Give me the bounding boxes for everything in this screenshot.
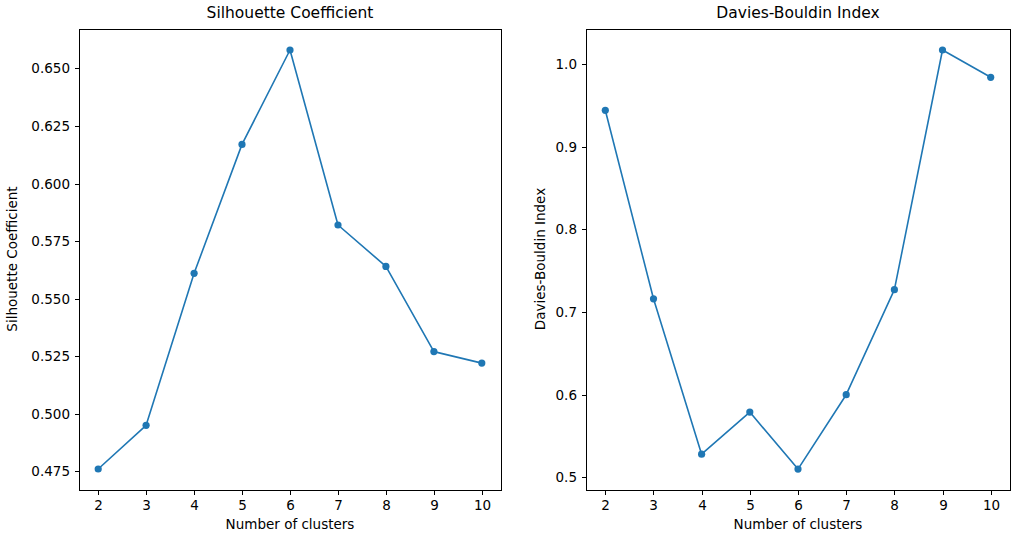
data-line — [605, 50, 990, 469]
y-tick-label: 0.500 — [31, 406, 70, 422]
x-tick-label: 7 — [842, 497, 851, 513]
y-tick-label: 0.625 — [31, 118, 70, 134]
data-point — [334, 221, 341, 228]
data-point — [698, 451, 705, 458]
data-point — [238, 141, 245, 148]
y-tick-label: 0.7 — [556, 304, 577, 320]
x-tick-label: 9 — [939, 497, 948, 513]
x-tick-label: 7 — [334, 497, 343, 513]
plot-frame — [587, 30, 1011, 491]
y-tick-label: 0.600 — [31, 176, 70, 192]
silhouette-chart-title: Silhouette Coefficient — [207, 5, 374, 23]
x-tick-label: 3 — [142, 497, 151, 513]
data-point — [382, 263, 389, 270]
plot-frame — [80, 30, 502, 491]
charts-canvas: 0.4750.5000.5250.5500.5750.6000.6250.650… — [0, 0, 1019, 545]
x-tick-label: 9 — [430, 497, 439, 513]
y-tick-label: 0.8 — [556, 221, 577, 237]
data-line — [98, 50, 482, 469]
y-tick-label: 0.475 — [31, 463, 70, 479]
data-point — [891, 286, 898, 293]
x-tick-label: 10 — [983, 497, 1000, 513]
data-point — [143, 422, 150, 429]
data-point — [95, 465, 102, 472]
x-tick-label: 6 — [794, 497, 803, 513]
y-tick-label: 0.9 — [556, 139, 577, 155]
x-tick-label: 6 — [286, 497, 295, 513]
subplot-1: 0.5 0.6 0.7 0.8 0.9 1.0 2 3 4 5 6 7 8 9 10 — [556, 30, 1011, 514]
data-point — [794, 466, 801, 473]
y-axis-label-silhouette: Silhouette Coefficient — [5, 186, 21, 331]
y-tick-label: 0.5 — [556, 469, 577, 485]
y-tick-label: 0.525 — [31, 348, 70, 364]
data-point — [987, 74, 994, 81]
x-tick-label: 8 — [382, 497, 391, 513]
data-point — [650, 295, 657, 302]
data-point — [939, 46, 946, 53]
davies-bouldin-chart-title: Davies-Bouldin Index — [716, 5, 879, 23]
data-point — [286, 46, 293, 53]
x-tick-label: 5 — [746, 497, 755, 513]
x-tick-label: 3 — [649, 497, 658, 513]
x-tick-label: 5 — [238, 497, 247, 513]
x-axis-label-silhouette: Number of clusters — [226, 517, 355, 533]
y-tick-label: 0.650 — [31, 60, 70, 76]
data-point — [843, 391, 850, 398]
x-tick-label: 10 — [474, 497, 491, 513]
y-axis-label-davies-bouldin: Davies-Bouldin Index — [533, 188, 549, 330]
figure: 0.4750.5000.5250.5500.5750.6000.6250.650… — [0, 0, 1019, 545]
data-point — [602, 107, 609, 114]
y-tick-label: 1.0 — [556, 56, 577, 72]
x-tick-label: 4 — [190, 497, 199, 513]
y-tick-label: 0.6 — [556, 387, 577, 403]
x-tick-label: 2 — [601, 497, 610, 513]
x-tick-label: 8 — [890, 497, 899, 513]
data-point — [191, 270, 198, 277]
x-axis-label-davies-bouldin: Number of clusters — [734, 517, 863, 533]
data-point — [478, 360, 485, 367]
data-point — [746, 409, 753, 416]
y-tick-label: 0.550 — [31, 291, 70, 307]
x-tick-label: 4 — [698, 497, 707, 513]
y-tick-label: 0.575 — [31, 233, 70, 249]
subplot-0: 0.475 0.500 0.525 0.550 0.575 0.600 0.625 0.650… — [31, 30, 501, 514]
data-point — [430, 348, 437, 355]
x-tick-label: 2 — [94, 497, 103, 513]
